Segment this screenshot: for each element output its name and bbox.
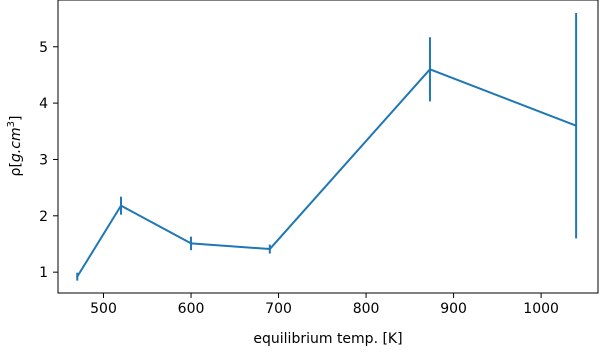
y-axis-label-superscript: 3 bbox=[6, 121, 17, 127]
y-axis-label-suffix: ] bbox=[8, 116, 24, 121]
x-tick-label: 600 bbox=[178, 301, 205, 317]
y-tick-label: 4 bbox=[39, 96, 48, 112]
x-axis-label: equilibrium temp. [K] bbox=[253, 331, 402, 347]
x-tick-label: 500 bbox=[90, 301, 117, 317]
data-point bbox=[76, 275, 79, 278]
y-axis-label: ρ[g.cm3] bbox=[6, 116, 24, 177]
y-axis-label-prefix: ρ[ bbox=[8, 162, 24, 176]
y-tick-label: 2 bbox=[39, 209, 48, 225]
series-layer bbox=[76, 12, 578, 281]
series-line bbox=[76, 68, 577, 278]
y-tick-label: 3 bbox=[39, 152, 48, 168]
data-point bbox=[120, 204, 123, 207]
data-point bbox=[268, 248, 271, 251]
x-tick-label: 1000 bbox=[523, 301, 559, 317]
y-tick-label: 1 bbox=[39, 265, 48, 281]
data-point bbox=[575, 124, 578, 127]
y-axis: 1 2 3 4 5 bbox=[39, 40, 58, 281]
x-tick-label: 900 bbox=[440, 301, 467, 317]
x-tick-label: 800 bbox=[353, 301, 380, 317]
x-tick-label: 700 bbox=[265, 301, 292, 317]
y-axis-label-units: g.cm bbox=[8, 127, 24, 162]
x-axis: 500 600 700 800 900 1000 bbox=[90, 293, 559, 317]
y-tick-label: 5 bbox=[39, 40, 48, 56]
data-point bbox=[190, 242, 193, 245]
data-point bbox=[428, 68, 431, 71]
plot-frame bbox=[57, 0, 599, 294]
